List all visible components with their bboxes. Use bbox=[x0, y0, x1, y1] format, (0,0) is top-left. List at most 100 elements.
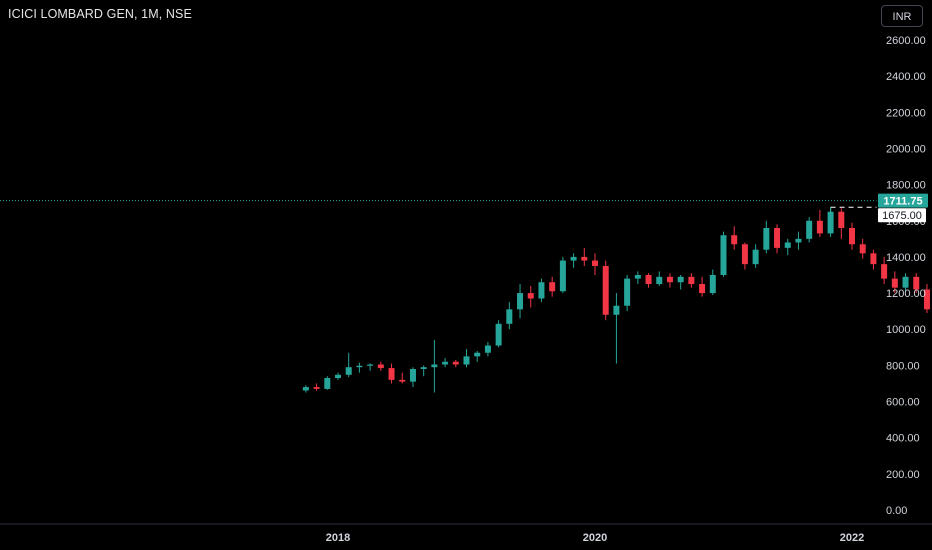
candle-body bbox=[324, 378, 331, 389]
candle-body bbox=[634, 275, 641, 279]
candle-body bbox=[581, 256, 588, 261]
candle-body bbox=[720, 235, 727, 275]
candle-body bbox=[902, 276, 909, 288]
price-tags: 1711.75 1675.00 bbox=[878, 193, 928, 223]
candle-body bbox=[923, 289, 930, 310]
candle bbox=[849, 222, 855, 250]
candle bbox=[484, 341, 491, 357]
y-tick-label: 2200.00 bbox=[886, 107, 926, 119]
candle-body bbox=[699, 284, 706, 294]
candle bbox=[731, 226, 738, 250]
candle-body bbox=[506, 309, 513, 324]
candle-body bbox=[656, 276, 663, 285]
x-tick-label: 2020 bbox=[583, 532, 607, 544]
candle-body bbox=[399, 379, 406, 382]
candle-body bbox=[495, 323, 502, 346]
candle-body bbox=[838, 211, 845, 228]
candle bbox=[506, 302, 513, 330]
candle-body bbox=[688, 276, 695, 285]
chart-title: ICICI LOMBARD GEN, 1M, NSE bbox=[8, 7, 192, 21]
candle bbox=[517, 284, 524, 319]
candle bbox=[367, 363, 374, 371]
candle bbox=[377, 361, 384, 371]
candle bbox=[816, 209, 823, 238]
candle-body bbox=[827, 211, 834, 234]
candle-body bbox=[313, 387, 320, 389]
candle bbox=[549, 276, 556, 297]
candle bbox=[452, 359, 459, 368]
y-tick-label: 1400.00 bbox=[886, 252, 926, 264]
candle-body bbox=[356, 365, 363, 368]
y-tick-label: 800.00 bbox=[886, 360, 920, 372]
last-price-tag: 1711.75 bbox=[878, 193, 928, 208]
y-tick-label: 1200.00 bbox=[886, 288, 926, 300]
candle bbox=[388, 363, 395, 384]
candle bbox=[624, 275, 631, 312]
candle-body bbox=[795, 238, 802, 243]
candle-body bbox=[859, 244, 866, 254]
candle bbox=[677, 275, 684, 290]
time-axis[interactable]: 20182020202220242026 bbox=[0, 523, 932, 544]
marker-price-value: 1675.00 bbox=[882, 210, 922, 222]
marker-price-tag: 1675.00 bbox=[878, 208, 926, 223]
candle-body bbox=[731, 235, 738, 245]
last-price-value: 1711.75 bbox=[883, 196, 922, 208]
y-tick-label: 1000.00 bbox=[886, 324, 926, 336]
x-tick-label: 2022 bbox=[840, 532, 864, 544]
candle bbox=[881, 256, 888, 285]
candle-body bbox=[752, 249, 759, 265]
candle bbox=[313, 383, 320, 391]
y-tick-label: 600.00 bbox=[886, 397, 920, 409]
candle-body bbox=[549, 282, 556, 292]
candle bbox=[645, 273, 652, 288]
marker-price-line bbox=[830, 206, 877, 213]
currency-button[interactable]: INR bbox=[881, 5, 923, 27]
candle bbox=[720, 231, 727, 277]
candle bbox=[474, 350, 481, 362]
candle bbox=[613, 293, 620, 364]
candle bbox=[634, 271, 641, 285]
candle bbox=[345, 352, 352, 378]
candle-body bbox=[774, 228, 781, 248]
candle-body bbox=[442, 361, 449, 365]
candle-body bbox=[624, 278, 631, 306]
candle-body bbox=[431, 364, 438, 368]
candle bbox=[581, 247, 588, 266]
candle bbox=[774, 224, 781, 254]
candle-body bbox=[763, 228, 770, 250]
candle-body bbox=[709, 275, 716, 294]
candle bbox=[923, 284, 930, 313]
candle bbox=[431, 340, 438, 393]
candle-body bbox=[784, 242, 791, 248]
candle bbox=[859, 238, 866, 259]
candle-body bbox=[463, 356, 470, 365]
candle bbox=[463, 349, 470, 368]
candle bbox=[763, 220, 770, 254]
candle bbox=[409, 367, 416, 388]
candle bbox=[324, 376, 331, 390]
candle bbox=[656, 271, 663, 286]
candle-body bbox=[302, 387, 309, 391]
candle bbox=[666, 273, 673, 288]
y-tick-label: 1800.00 bbox=[886, 180, 926, 192]
y-tick-label: 2600.00 bbox=[886, 35, 926, 47]
candle-body bbox=[602, 265, 609, 315]
candle-body bbox=[645, 275, 652, 285]
candle bbox=[570, 253, 577, 268]
candle-body bbox=[666, 276, 673, 283]
candle bbox=[913, 273, 920, 294]
candle bbox=[602, 260, 609, 321]
candle bbox=[838, 208, 845, 239]
candle bbox=[527, 285, 534, 308]
candle bbox=[870, 249, 877, 270]
y-tick-label: 2400.00 bbox=[886, 71, 926, 83]
candle-body bbox=[409, 369, 416, 382]
candle-body bbox=[484, 345, 491, 353]
candle bbox=[495, 320, 502, 348]
candle-body bbox=[870, 253, 877, 265]
candle-body bbox=[420, 367, 427, 369]
candle bbox=[420, 365, 427, 377]
candle bbox=[806, 217, 813, 243]
candle bbox=[538, 278, 545, 303]
